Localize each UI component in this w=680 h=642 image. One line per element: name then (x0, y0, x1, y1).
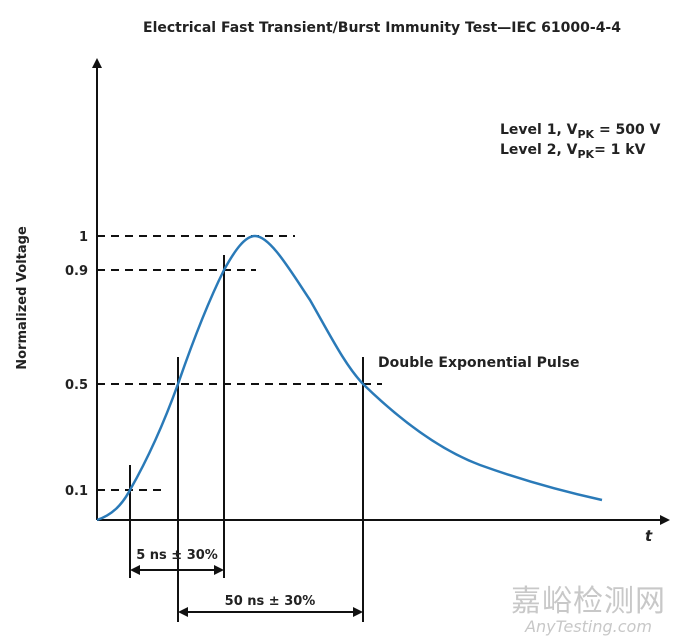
y-tick-1: 1 (79, 230, 88, 245)
time-markers (129, 255, 364, 622)
rise-time-label: 5 ns ± 30% (136, 548, 218, 563)
watermark-cn: 嘉峪检测网 (511, 584, 666, 619)
reference-lines (97, 235, 382, 491)
y-tick-0.5: 0.5 (65, 378, 88, 393)
pulse-curve (96, 234, 603, 522)
pulse-width-label: 50 ns ± 30% (225, 594, 316, 609)
level-1: Level 1, VPK = 500 V (500, 122, 661, 141)
watermark: 嘉峪检测网 AnyTesting.com (511, 586, 666, 636)
y-axis-label: Normalized Voltage (15, 226, 30, 370)
y-tick-0.1: 0.1 (65, 484, 88, 499)
level-2: Level 2, VPK= 1 kV (500, 142, 646, 161)
diagram-title: Electrical Fast Transient/Burst Immunity… (143, 20, 621, 36)
y-tick-0.9: 0.9 (65, 264, 88, 279)
curve-label: Double Exponential Pulse (378, 355, 580, 371)
watermark-en: AnyTesting.com (525, 617, 652, 636)
x-axis-label: t (645, 527, 653, 545)
